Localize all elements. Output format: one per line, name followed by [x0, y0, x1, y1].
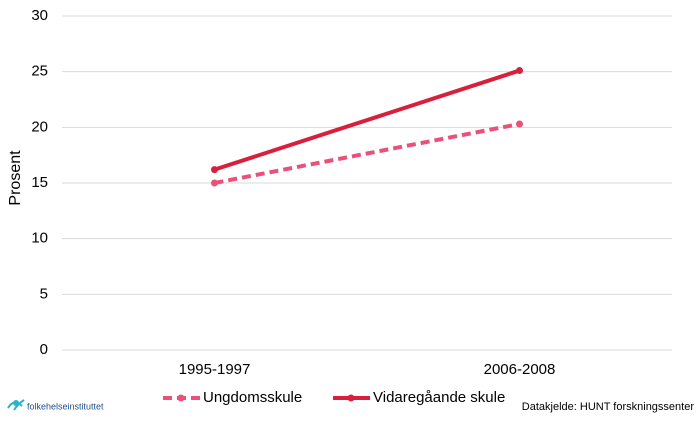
- logo-icon: [7, 399, 25, 411]
- source-note: Datakjelde: HUNT forskningssenter: [522, 401, 695, 413]
- y-tick-label: 30: [31, 7, 48, 24]
- legend-label: Vidaregåande skule: [373, 389, 505, 406]
- point: [516, 120, 523, 128]
- series-line: [214, 122, 520, 185]
- y-axis-label: Prosent: [7, 150, 24, 206]
- y-tick-label: 15: [31, 174, 48, 191]
- x-tick-label: 2006-2008: [484, 361, 556, 378]
- x-tick-label: 1995-1997: [179, 361, 251, 378]
- point: [516, 67, 523, 75]
- legend-label: Ungdomsskule: [203, 389, 302, 406]
- y-tick-label: 10: [31, 230, 48, 247]
- y-tick-label: 0: [40, 341, 48, 358]
- point: [211, 179, 218, 187]
- y-tick-label: 5: [40, 285, 48, 302]
- logo-text: folkehelseinstituttet: [27, 401, 104, 411]
- legend-marker: [347, 394, 355, 402]
- y-tick-label: 20: [31, 118, 48, 135]
- legend-marker: [177, 394, 185, 402]
- point: [211, 166, 218, 174]
- y-tick-label: 25: [31, 63, 48, 80]
- series-line: [213, 68, 521, 172]
